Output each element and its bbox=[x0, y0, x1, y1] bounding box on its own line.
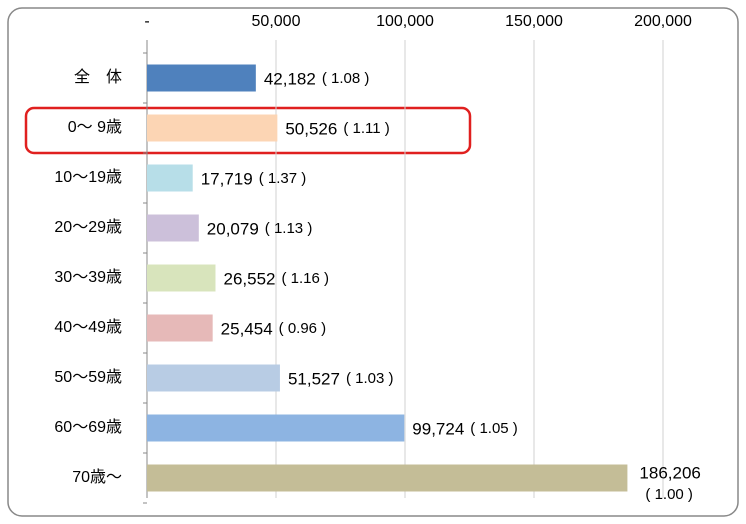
y-tick-label: 70歳～ bbox=[72, 468, 122, 486]
ratio-label: ( 1.08 ) bbox=[322, 70, 370, 87]
x-tick-label: 150,000 bbox=[505, 13, 563, 30]
ratio-label: ( 1.16 ) bbox=[282, 270, 330, 287]
value-label: 186,206 bbox=[639, 463, 700, 482]
bar bbox=[147, 114, 278, 142]
ratio-label: ( 1.37 ) bbox=[259, 170, 307, 187]
value-label: 26,552 bbox=[224, 269, 276, 288]
value-label: 99,724 bbox=[412, 419, 464, 438]
x-tick-label: 100,000 bbox=[376, 13, 434, 30]
y-tick-label: 20～29歳 bbox=[54, 218, 122, 236]
ratio-label: ( 1.13 ) bbox=[265, 220, 313, 237]
value-label: 50,526 bbox=[285, 119, 337, 138]
bar bbox=[147, 464, 628, 492]
value-label: 25,454 bbox=[221, 319, 273, 338]
value-label: 51,527 bbox=[288, 369, 340, 388]
y-tick-label: 40～49歳 bbox=[54, 318, 122, 336]
value-label: 42,182 bbox=[264, 69, 316, 88]
bar bbox=[147, 64, 256, 92]
x-tick-label: 200,000 bbox=[634, 13, 692, 30]
bar bbox=[147, 414, 405, 442]
value-label: 20,079 bbox=[207, 219, 259, 238]
ratio-label: ( 1.11 ) bbox=[343, 120, 389, 137]
y-tick-label: 60～69歳 bbox=[54, 418, 122, 436]
ratio-label: ( 1.05 ) bbox=[470, 420, 518, 437]
bar bbox=[147, 164, 193, 192]
bar bbox=[147, 314, 213, 342]
value-label: 17,719 bbox=[201, 169, 253, 188]
y-tick-label: 0～ 9歳 bbox=[68, 118, 122, 136]
highlight-box bbox=[24, 106, 472, 155]
x-tick-label: - bbox=[144, 13, 149, 30]
y-tick-label: 50～59歳 bbox=[54, 368, 122, 386]
y-tick-label: 10～19歳 bbox=[54, 168, 122, 186]
ratio-label: ( 0.96 ) bbox=[279, 320, 327, 337]
ratio-label: ( 1.03 ) bbox=[346, 370, 394, 387]
y-tick-label: 30～39歳 bbox=[54, 268, 122, 286]
bar bbox=[147, 214, 199, 242]
bar bbox=[147, 364, 280, 392]
x-tick-label: 50,000 bbox=[252, 13, 301, 30]
ratio-label: ( 1.00 ) bbox=[645, 486, 693, 503]
y-tick-label: 全 体 bbox=[74, 68, 122, 86]
bar bbox=[147, 264, 216, 292]
